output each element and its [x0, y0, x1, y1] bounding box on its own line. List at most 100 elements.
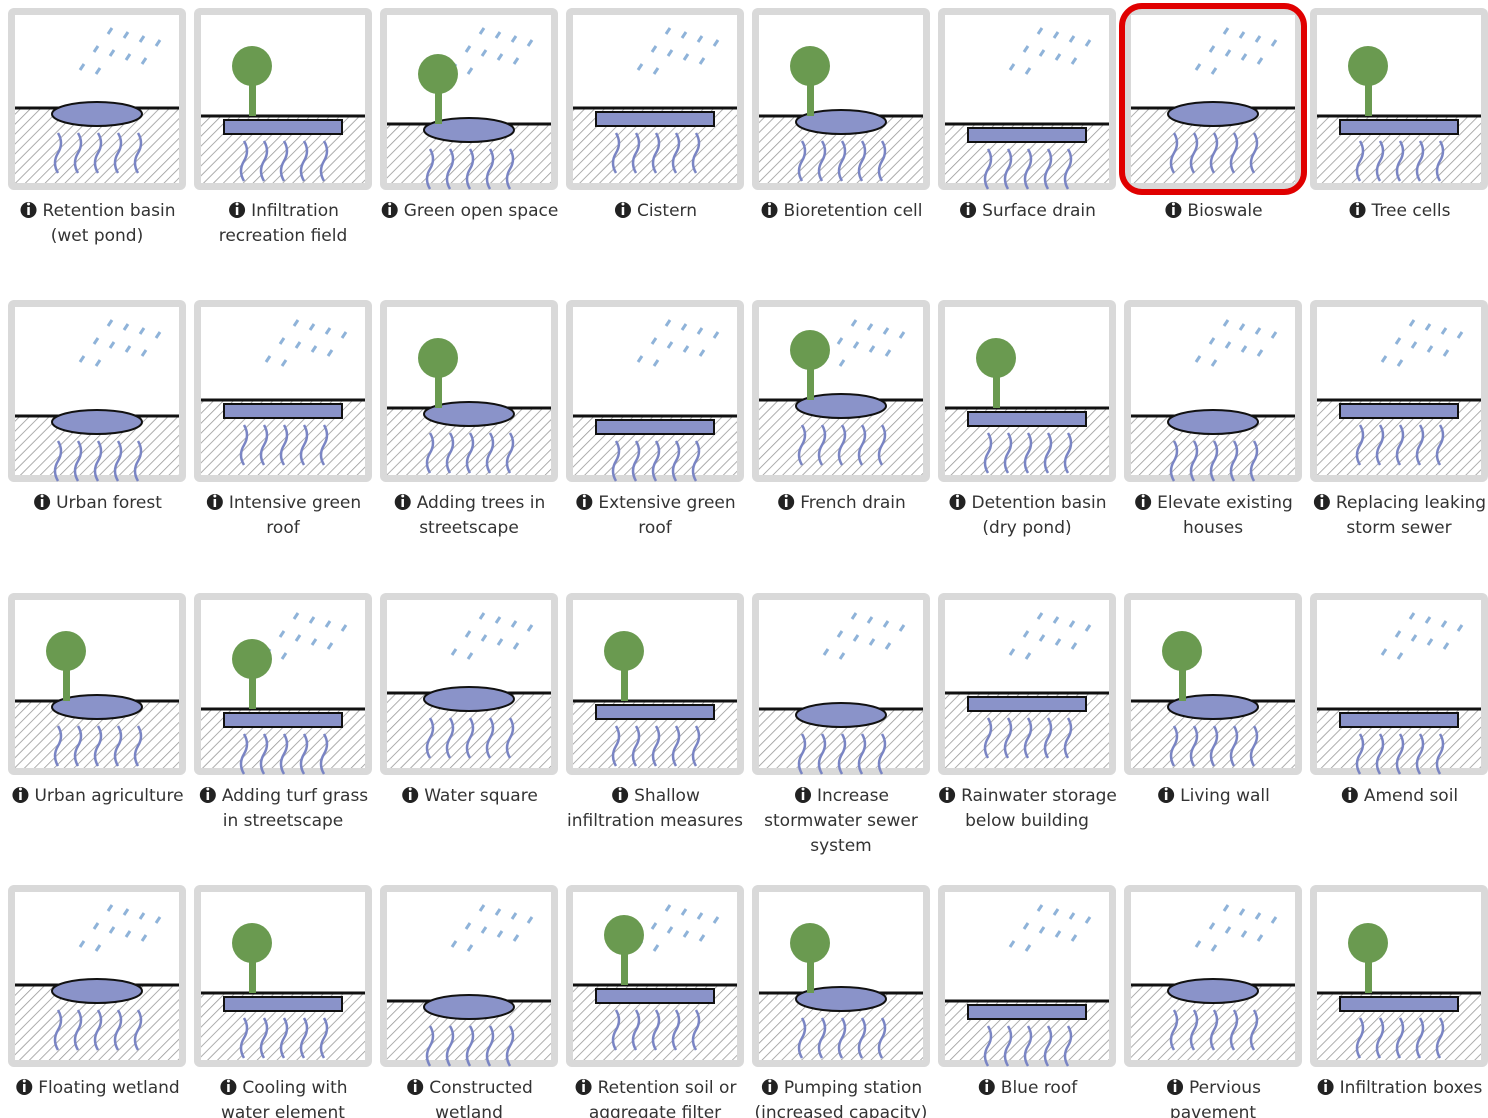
tree-trunk	[621, 666, 628, 701]
water	[1340, 404, 1458, 418]
info-icon-dot	[967, 203, 970, 206]
measure-tile[interactable]: Bioretention cell	[752, 8, 930, 221]
water	[1168, 102, 1258, 126]
measure-tile[interactable]: Pumping station (increased capacity)	[752, 885, 930, 1118]
measure-tile[interactable]: French drain	[752, 300, 930, 513]
tree-crown	[976, 338, 1016, 378]
measure-tile[interactable]: Cistern	[566, 8, 744, 221]
measure-tile[interactable]: Water square	[380, 593, 558, 806]
measure-tile[interactable]: Detention basin(dry pond)	[938, 300, 1116, 538]
water	[1168, 979, 1258, 1003]
measure-tile[interactable]: Floating wetland	[8, 885, 186, 1098]
info-icon-dot	[621, 203, 624, 206]
measure-tile[interactable]: Adding turf grass in streetscape	[194, 593, 372, 831]
tile-label: Adding trees in	[417, 493, 546, 513]
tile-label: Constructed	[429, 1078, 533, 1098]
info-icon-dot	[985, 1080, 988, 1083]
tile-label: Cooling with	[242, 1078, 347, 1098]
tile-label: Infiltration boxes	[1340, 1078, 1483, 1098]
water	[596, 989, 714, 1003]
water	[596, 420, 714, 434]
tile-label: Blue roof	[1001, 1078, 1078, 1098]
info-icon-dot	[582, 1080, 585, 1083]
info-icon-dot	[23, 1080, 26, 1083]
measure-tile[interactable]: Bioswale	[1122, 6, 1304, 221]
tree-crown	[46, 631, 86, 671]
measure-tile[interactable]: Adding trees in streetscape	[380, 300, 558, 538]
tree-trunk	[63, 666, 70, 701]
measure-tile[interactable]: Blue roof	[938, 885, 1116, 1098]
measure-tile[interactable]: Replacing leaking storm sewer	[1310, 300, 1488, 538]
tile-label: Infiltration	[251, 201, 339, 221]
measure-tile[interactable]: Surface drain	[938, 8, 1116, 221]
water	[224, 120, 342, 134]
tree-trunk	[435, 373, 442, 408]
water	[52, 979, 142, 1003]
info-icon-dot	[946, 788, 949, 791]
info-icon-dot	[1320, 495, 1323, 498]
water	[1168, 410, 1258, 434]
tile-label: Increase	[817, 786, 889, 806]
water	[224, 997, 342, 1011]
info-icon-dot	[1174, 1080, 1177, 1083]
tree-crown	[790, 923, 830, 963]
measure-tile[interactable]: Living wall	[1124, 593, 1302, 806]
tile-label: Bioretention cell	[784, 201, 923, 221]
tile-label: Intensive green	[229, 493, 361, 513]
water	[52, 102, 142, 126]
tile-label: Retention soil or	[598, 1078, 737, 1098]
tree-crown	[1348, 923, 1388, 963]
measure-tile[interactable]: Amend soil	[1310, 593, 1488, 806]
info-icon-dot	[27, 203, 30, 206]
tree-trunk	[1365, 958, 1372, 993]
tree-crown	[790, 330, 830, 370]
tile-label: Green open space	[404, 201, 559, 221]
tile-label: Urban forest	[56, 493, 162, 513]
tree-trunk	[621, 950, 628, 985]
tile-label: houses	[1183, 518, 1243, 538]
water	[596, 705, 714, 719]
tile-label: Rainwater storage	[961, 786, 1117, 806]
info-icon-dot	[768, 203, 771, 206]
tile-label: storm sewer	[1346, 518, 1451, 538]
tree-trunk	[1365, 81, 1372, 116]
tree-crown	[232, 923, 272, 963]
measure-tile[interactable]: Urban forest	[8, 300, 186, 513]
info-icon-dot	[1142, 495, 1145, 498]
info-icon-dot	[227, 1080, 230, 1083]
measure-tile[interactable]: Green open space	[380, 8, 558, 221]
tree-trunk	[249, 958, 256, 993]
tile-label: Replacing leaking	[1336, 493, 1486, 513]
info-icon-dot	[802, 788, 805, 791]
tree-trunk	[993, 373, 1000, 408]
water	[224, 713, 342, 727]
measure-tile[interactable]: Urban agriculture	[8, 593, 186, 806]
measure-tile[interactable]: Tree cells	[1310, 8, 1488, 221]
info-icon-dot	[1172, 203, 1175, 206]
tile-label: Pumping station	[784, 1078, 922, 1098]
info-icon-dot	[414, 1080, 417, 1083]
tile-label: in streetscape	[223, 811, 344, 831]
info-icon-dot	[1348, 788, 1351, 791]
tile-label: streetscape	[419, 518, 519, 538]
tree-crown	[1348, 46, 1388, 86]
tile-label: Floating wetland	[38, 1078, 179, 1098]
info-icon-dot	[206, 788, 209, 791]
tile-label: (increased capacity)	[755, 1103, 928, 1118]
tree-crown	[790, 46, 830, 86]
measure-tile[interactable]: Infiltration boxes	[1310, 885, 1488, 1098]
tile-label: Adding turf grass	[222, 786, 368, 806]
tile-label: Water square	[424, 786, 538, 806]
measure-tile[interactable]: Retention basin(wet pond)	[8, 8, 186, 246]
